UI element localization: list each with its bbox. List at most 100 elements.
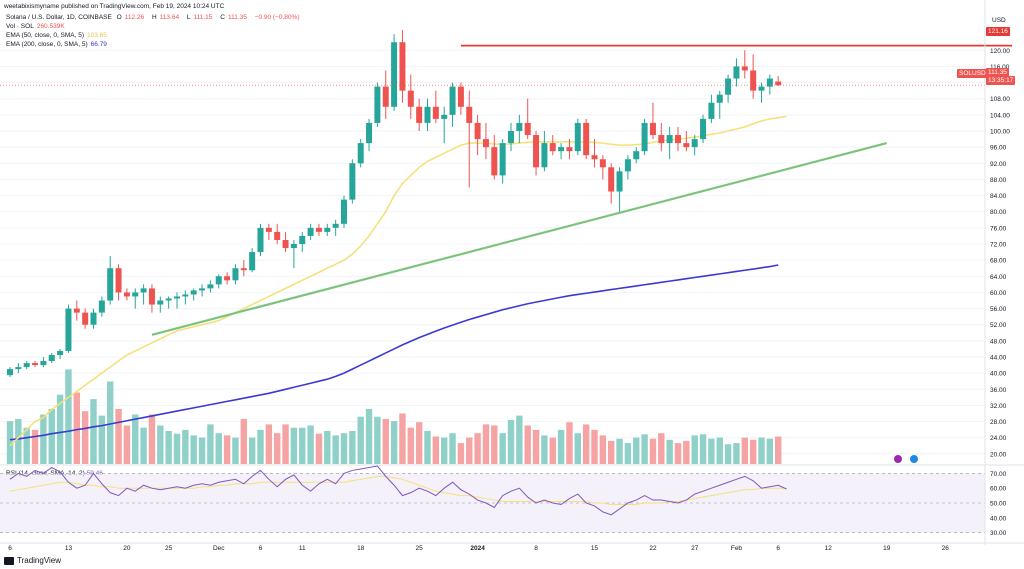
- candle-body: [274, 231, 281, 240]
- volume-bar: [299, 427, 306, 464]
- candle-body: [482, 139, 489, 148]
- lightning-icon[interactable]: [894, 455, 902, 463]
- candle: [416, 98, 423, 131]
- candle-body: [48, 354, 55, 362]
- candle: [215, 274, 222, 289]
- time-tick-label: 6: [259, 545, 263, 552]
- legend-symbol-row: Solana / U.S. Dollar, 1D, COINBASE O 112.…: [6, 14, 300, 21]
- candle-body: [750, 70, 757, 91]
- time-tick-label: 2024: [470, 545, 485, 552]
- main-legend: Solana / U.S. Dollar, 1D, COINBASE O 112.…: [6, 13, 302, 49]
- time-tick-label: 18: [357, 545, 365, 552]
- pane-icons: [894, 455, 918, 463]
- volume-bar: [332, 435, 339, 464]
- candle: [649, 102, 656, 140]
- candle-body: [758, 86, 765, 91]
- candle-body: [466, 106, 473, 123]
- volume-bar: [674, 443, 682, 464]
- legend-ema50: 103.65: [87, 32, 107, 39]
- candle: [750, 54, 757, 99]
- tradingview-logo[interactable]: TradingView: [4, 556, 61, 565]
- time-tick-label: 6: [776, 545, 780, 552]
- time-tick-label: 25: [416, 545, 424, 552]
- price-tick-label: 28.00: [990, 419, 1007, 426]
- volume-bar: [307, 425, 314, 464]
- candle: [240, 260, 247, 277]
- candle-body: [399, 42, 406, 91]
- candle: [82, 308, 89, 329]
- candle: [775, 75, 782, 87]
- rsi-pane: [0, 464, 1024, 533]
- legend-low: 111.15: [193, 14, 213, 21]
- candle: [366, 118, 373, 152]
- price-tick-label: 100.00: [990, 129, 1010, 136]
- volume-bar: [374, 416, 381, 464]
- price-tick-label: 56.00: [990, 306, 1007, 313]
- price-tick-label: 120.00: [990, 48, 1010, 55]
- candle-body: [407, 90, 414, 107]
- volume-bar: [516, 415, 523, 464]
- candle-body: [299, 235, 306, 244]
- candle-body: [249, 252, 256, 271]
- volume-bar: [90, 399, 97, 464]
- candle-body: [708, 102, 715, 119]
- volume-bar: [223, 435, 231, 464]
- candle: [315, 223, 322, 236]
- candle-body: [566, 147, 573, 152]
- price-tick-label: 68.00: [990, 258, 1007, 265]
- candle: [608, 163, 615, 204]
- candle: [290, 239, 297, 269]
- candle: [700, 114, 707, 144]
- candle-body: [324, 227, 331, 232]
- symbol-tag[interactable]: SOLUSD: [957, 69, 988, 78]
- flag-icon[interactable]: [910, 455, 918, 463]
- volume-bar: [532, 429, 540, 464]
- volume-bar: [716, 437, 723, 464]
- candle: [40, 357, 47, 368]
- candle: [658, 122, 665, 152]
- candle: [249, 248, 256, 273]
- time-tick-label: Feb: [731, 545, 743, 552]
- price-tick-label: 64.00: [990, 274, 1007, 281]
- volume-bar: [441, 437, 448, 464]
- candle-body: [98, 300, 105, 313]
- volume-bar: [31, 429, 39, 464]
- price-tick-label: 24.00: [990, 435, 1007, 442]
- candle: [349, 159, 356, 204]
- volume-bar: [666, 439, 673, 464]
- price-tick-label: 76.00: [990, 225, 1007, 232]
- volume-bar: [741, 437, 748, 464]
- volume-bar: [758, 437, 765, 464]
- countdown-tag: 13:35:17: [986, 76, 1016, 85]
- volume-bar: [23, 427, 30, 464]
- candle: [691, 135, 698, 156]
- time-tick-label: 11: [299, 545, 306, 552]
- candle: [165, 296, 172, 309]
- candle-body: [73, 308, 80, 313]
- volume-bar: [48, 409, 55, 464]
- candle-body: [499, 143, 506, 176]
- volume-bar: [449, 433, 456, 464]
- candle-body: [508, 131, 514, 144]
- candle-body: [332, 223, 339, 228]
- ema200-path: [9, 264, 779, 441]
- volume-bar: [274, 433, 281, 464]
- candle-body: [491, 147, 498, 176]
- volume-bar: [349, 431, 356, 464]
- price-tick-label: 84.00: [990, 193, 1007, 200]
- candle-body: [207, 284, 214, 289]
- candle: [182, 290, 189, 305]
- price-tick-label: 60.00: [990, 290, 1007, 297]
- candle: [449, 82, 456, 127]
- candle: [23, 361, 30, 370]
- candle-body: [432, 106, 439, 119]
- volume-bar: [524, 425, 531, 464]
- price-tick-label: 44.00: [990, 355, 1007, 362]
- candle-body: [666, 135, 673, 144]
- tradingview-logo-icon: [4, 556, 14, 565]
- candle-body: [766, 78, 773, 87]
- candle-body: [449, 86, 456, 115]
- candle-body: [700, 118, 707, 140]
- candle: [140, 284, 147, 305]
